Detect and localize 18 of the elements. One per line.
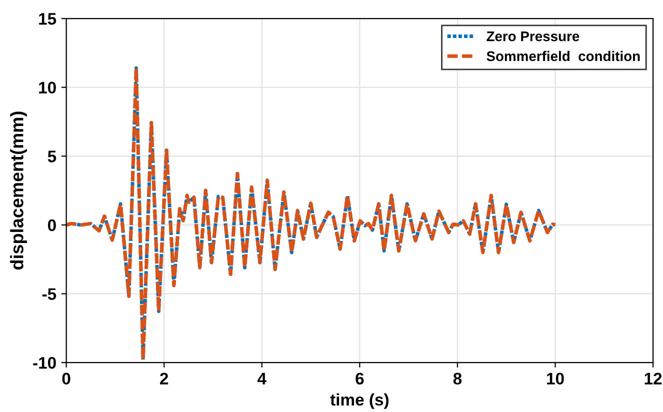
x-tick-label: 0 xyxy=(62,372,70,385)
x-tick-label: 2 xyxy=(160,372,168,384)
x-tick-label: 4 xyxy=(258,372,266,384)
x-axis-title: time (s) xyxy=(330,393,388,409)
x-tick-label: 10 xyxy=(547,372,564,385)
y-tick-label: 0 xyxy=(48,219,56,232)
y-tick-label: 10 xyxy=(39,82,56,94)
legend-label: Zero Pressure xyxy=(486,32,580,42)
y-tick-label: -10 xyxy=(33,356,56,369)
y-tick-label: 15 xyxy=(39,13,56,25)
legend-label: Sommerfield condition xyxy=(486,50,640,62)
y-axis-title: displacement(mm) xyxy=(10,112,27,270)
line-series xyxy=(66,66,557,362)
x-tick-label: 8 xyxy=(453,372,462,385)
x-tick-label: 12 xyxy=(644,372,662,384)
x-tick-label: 6 xyxy=(356,372,364,385)
y-tick-label: 5 xyxy=(48,150,56,162)
y-tick-label: -5 xyxy=(42,288,56,300)
